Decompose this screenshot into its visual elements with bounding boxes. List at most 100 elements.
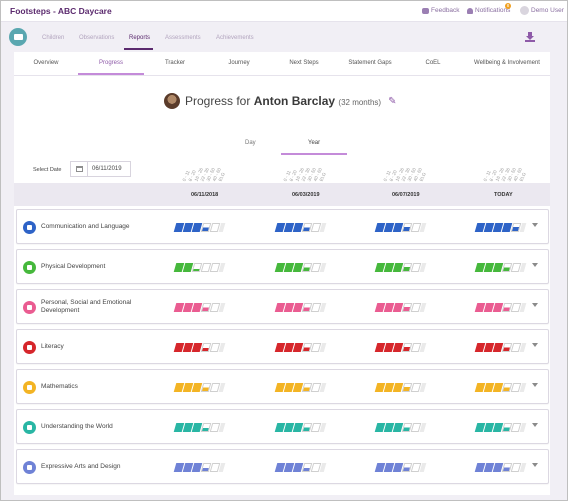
progress-bar bbox=[474, 383, 527, 392]
page-title: Progress for Anton Barclay (32 months) bbox=[185, 94, 381, 108]
calendar-button[interactable] bbox=[71, 162, 88, 176]
progress-segment-tail bbox=[519, 343, 527, 352]
progress-bar bbox=[474, 223, 527, 232]
progress-bar bbox=[173, 343, 226, 352]
progress-segment-tail bbox=[218, 303, 226, 312]
bell-icon bbox=[467, 7, 473, 14]
heart-icon bbox=[23, 301, 36, 314]
report-panel: Overview Progress Tracker Journey Next S… bbox=[14, 52, 550, 495]
chevron-down-icon[interactable] bbox=[532, 223, 538, 227]
speech-bubble-icon bbox=[23, 221, 36, 234]
range-tab-year[interactable]: Year bbox=[308, 140, 321, 146]
report-subtabs: Overview Progress Tracker Journey Next S… bbox=[14, 52, 550, 76]
title-prefix: Progress for bbox=[185, 94, 251, 108]
subtab-statement-gaps[interactable]: Statement Gaps bbox=[348, 60, 392, 66]
progress-segment-tail bbox=[319, 463, 327, 472]
progress-segment-tail bbox=[519, 303, 527, 312]
progress-bar bbox=[274, 383, 327, 392]
progress-segment-tail bbox=[519, 423, 527, 432]
child-avatar bbox=[164, 93, 180, 109]
user-name: Demo User bbox=[531, 7, 564, 14]
tab-assessments[interactable]: Assessments bbox=[165, 35, 201, 41]
column-head-2: 06/03/2019 bbox=[292, 192, 320, 198]
chevron-down-icon[interactable] bbox=[532, 463, 538, 467]
tab-achievements[interactable]: Achievements bbox=[216, 35, 254, 41]
progress-bar bbox=[274, 263, 327, 272]
date-value: 06/11/2019 bbox=[92, 166, 122, 172]
progress-segment-tail bbox=[218, 263, 226, 272]
progress-segment-tail bbox=[419, 463, 427, 472]
progress-segment-tail bbox=[419, 343, 427, 352]
progress-segment-tail bbox=[218, 223, 226, 232]
progress-bar bbox=[374, 463, 427, 472]
date-picker[interactable]: 06/11/2019 bbox=[70, 161, 131, 177]
tab-children[interactable]: Children bbox=[42, 35, 65, 41]
tab-observations[interactable]: Observations bbox=[79, 35, 115, 41]
subtab-wellbeing[interactable]: Wellbeing & Involvement bbox=[474, 60, 540, 66]
progress-header: Progress for Anton Barclay (32 months) ✎ bbox=[164, 93, 396, 109]
progress-bar bbox=[274, 223, 327, 232]
progress-segment-tail bbox=[319, 263, 327, 272]
area-row[interactable]: Literacy bbox=[16, 329, 549, 364]
area-label: Mathematics bbox=[41, 383, 78, 390]
user-avatar bbox=[520, 6, 529, 15]
column-head-4: TODAY bbox=[494, 192, 513, 198]
chevron-down-icon[interactable] bbox=[532, 383, 538, 387]
download-icon[interactable] bbox=[525, 32, 535, 42]
chevron-down-icon[interactable] bbox=[532, 263, 538, 267]
progress-segment-tail bbox=[519, 383, 527, 392]
feedback-link[interactable]: Feedback bbox=[422, 7, 460, 14]
area-label: Physical Development bbox=[41, 263, 106, 270]
progress-bar bbox=[474, 463, 527, 472]
range-tab-day[interactable]: Day bbox=[245, 140, 256, 146]
progress-bar bbox=[274, 423, 327, 432]
area-row[interactable]: Physical Development bbox=[16, 249, 549, 284]
pencil-icon[interactable]: ✎ bbox=[388, 95, 397, 107]
progress-bar bbox=[374, 343, 427, 352]
area-row[interactable]: Mathematics bbox=[16, 369, 549, 404]
progress-bar bbox=[274, 343, 327, 352]
notifications-link[interactable]: Notifications 8 bbox=[467, 3, 511, 14]
progress-segment-tail bbox=[218, 423, 226, 432]
chevron-down-icon[interactable] bbox=[532, 423, 538, 427]
area-row[interactable]: Expressive Arts and Design bbox=[16, 449, 549, 484]
progress-bar bbox=[173, 383, 226, 392]
progress-segment-tail bbox=[419, 423, 427, 432]
progress-bar bbox=[374, 223, 427, 232]
area-label: Literacy bbox=[41, 343, 64, 350]
range-tab-indicator bbox=[281, 153, 347, 155]
active-tab-indicator bbox=[124, 48, 153, 50]
progress-bar bbox=[374, 423, 427, 432]
chevron-down-icon[interactable] bbox=[532, 303, 538, 307]
notification-badge: 8 bbox=[505, 3, 511, 9]
feedback-icon bbox=[422, 7, 429, 14]
subtab-overview[interactable]: Overview bbox=[33, 60, 59, 66]
subtab-next-steps[interactable]: Next Steps bbox=[289, 60, 319, 66]
progress-bar bbox=[274, 463, 327, 472]
subtab-journey[interactable]: Journey bbox=[228, 60, 250, 66]
user-menu[interactable]: Demo User bbox=[520, 6, 564, 15]
subtab-coel[interactable]: CoEL bbox=[425, 60, 441, 66]
person-icon bbox=[23, 261, 36, 274]
subtab-progress[interactable]: Progress bbox=[98, 60, 123, 66]
progress-segment-tail bbox=[419, 383, 427, 392]
area-row[interactable]: Communication and Language bbox=[16, 209, 549, 244]
area-label: Expressive Arts and Design bbox=[41, 463, 121, 470]
progress-segment-tail bbox=[319, 343, 327, 352]
progress-bar bbox=[374, 263, 427, 272]
tab-reports[interactable]: Reports bbox=[129, 35, 151, 41]
column-head-3: 06/07/2019 bbox=[392, 192, 420, 198]
child-name: Anton Barclay bbox=[253, 94, 336, 108]
progress-bar bbox=[374, 303, 427, 312]
progress-bar bbox=[173, 263, 226, 272]
area-row[interactable]: Personal, Social and Emotional Developme… bbox=[16, 289, 549, 324]
child-age: (32 months) bbox=[338, 98, 382, 107]
area-label: Communication and Language bbox=[41, 223, 130, 230]
area-row[interactable]: Understanding the World bbox=[16, 409, 549, 444]
subtab-tracker[interactable]: Tracker bbox=[164, 60, 186, 66]
chevron-down-icon[interactable] bbox=[532, 343, 538, 347]
progress-segment-tail bbox=[319, 303, 327, 312]
app-title: Footsteps - ABC Daycare bbox=[10, 6, 112, 16]
home-button[interactable] bbox=[9, 28, 27, 46]
